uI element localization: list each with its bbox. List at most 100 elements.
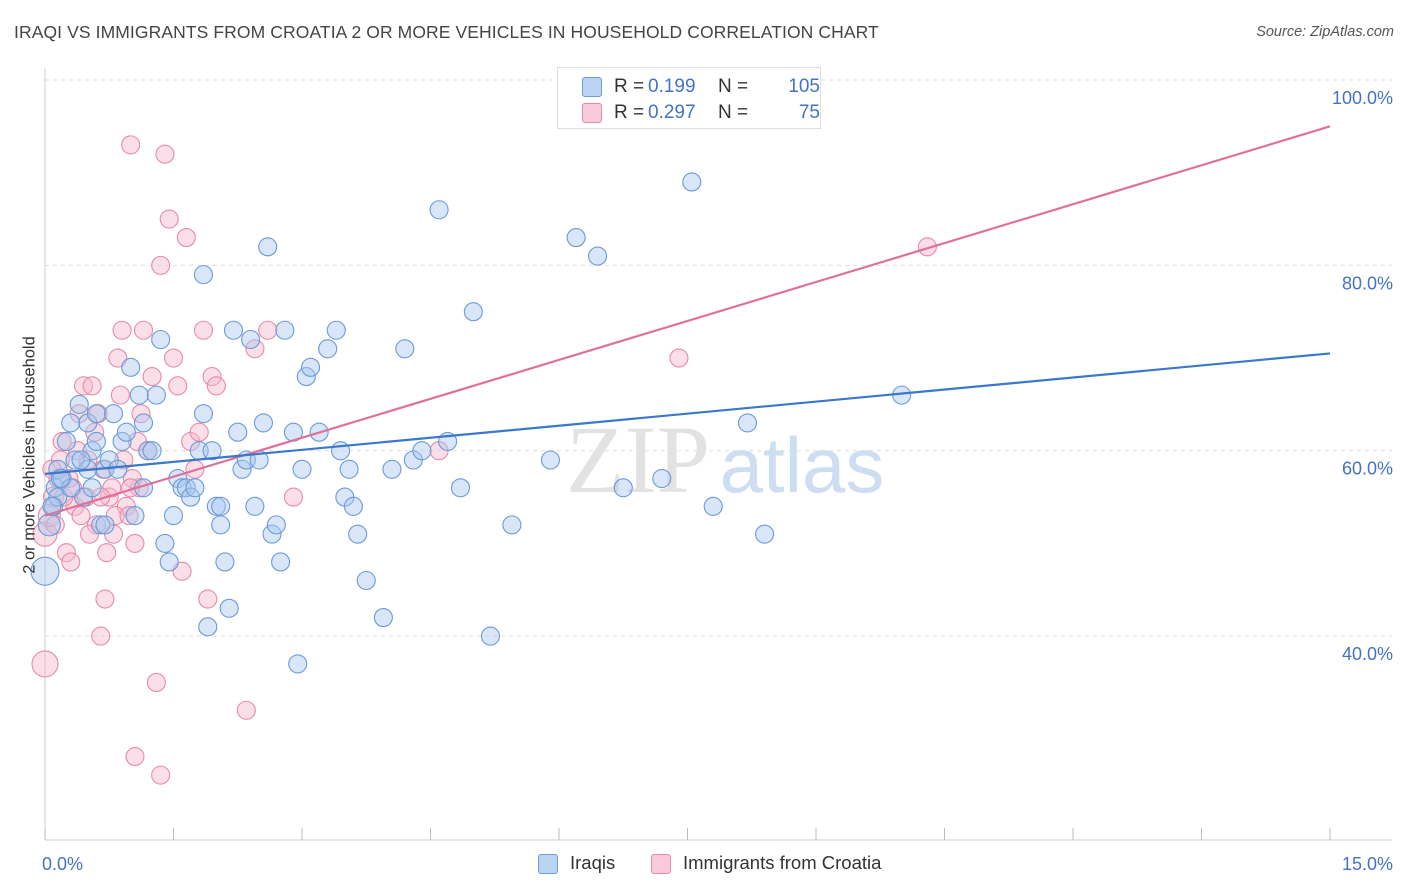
point-iraqis	[108, 459, 128, 479]
point-croatia	[82, 376, 102, 396]
point-croatia	[155, 144, 175, 164]
point-iraqis	[587, 246, 608, 266]
point-croatia	[669, 348, 689, 368]
point-croatia	[142, 367, 162, 387]
point-iraqis	[540, 450, 560, 470]
point-croatia	[258, 320, 278, 340]
point-iraqis	[133, 413, 154, 433]
point-iraqis	[185, 478, 205, 498]
point-croatia	[95, 589, 115, 609]
point-croatia	[61, 552, 81, 572]
point-croatia	[283, 487, 303, 507]
tick-labels: 40.0% 60.0% 80.0% 100.0% 0.0% 15.0%	[42, 88, 1393, 874]
y-tick-label: 40.0%	[1342, 644, 1393, 664]
point-croatia	[198, 589, 218, 609]
point-croatia	[125, 533, 145, 553]
point-iraqis	[339, 459, 359, 479]
legend-label: Iraqis	[570, 852, 616, 873]
point-iraqis	[228, 422, 248, 442]
point-iraqis	[450, 478, 471, 498]
point-croatia	[168, 376, 188, 396]
correlation-legend: R = 0.199 N = 105 R = 0.297 N = 75	[557, 67, 821, 129]
point-iraqis	[215, 552, 235, 572]
point-croatia	[193, 320, 214, 340]
series-legend: Iraqis Immigrants from Croatia	[0, 852, 1406, 876]
point-iraqis	[330, 441, 351, 461]
point-croatia	[206, 376, 226, 396]
legend-swatch-pink	[651, 854, 671, 874]
point-iraqis	[193, 265, 214, 285]
trend-lines	[44, 125, 1331, 517]
legend-n-label: N =	[718, 102, 749, 123]
point-iraqis	[275, 320, 295, 340]
point-iraqis	[206, 496, 226, 516]
point-iraqis	[412, 441, 432, 461]
point-croatia	[56, 543, 76, 563]
legend-n-value: 105	[788, 76, 820, 97]
point-iraqis	[91, 515, 111, 535]
point-iraqis	[103, 404, 124, 424]
point-iraqis	[682, 172, 702, 192]
point-croatia	[52, 431, 72, 452]
point-iraqis	[146, 385, 166, 405]
point-iraqis	[95, 515, 115, 535]
point-iraqis	[288, 654, 308, 674]
point-iraqis	[703, 496, 723, 516]
point-iraqis	[502, 515, 522, 535]
point-iraqis	[211, 515, 231, 535]
point-iraqis	[112, 431, 132, 452]
x-tick-label-min: 0.0%	[42, 854, 83, 874]
point-iraqis	[155, 533, 175, 553]
point-iraqis	[395, 339, 415, 359]
point-iraqis	[262, 524, 282, 544]
point-croatia	[114, 450, 134, 470]
point-iraqis	[652, 468, 672, 489]
point-iraqis	[382, 459, 402, 479]
point-iraqis	[296, 367, 316, 387]
point-iraqis	[30, 556, 60, 586]
point-iraqis	[86, 431, 106, 452]
point-iraqis	[181, 487, 201, 507]
point-iraqis	[737, 413, 758, 433]
point-croatia	[189, 422, 209, 442]
point-iraqis	[202, 441, 222, 461]
point-iraqis	[219, 598, 239, 618]
point-iraqis	[42, 496, 62, 516]
y-axis-label: 2 or more Vehicles in Household	[20, 336, 39, 574]
series-iraqis	[30, 172, 912, 674]
point-iraqis	[266, 515, 286, 535]
y-tick-label: 80.0%	[1342, 273, 1393, 293]
point-iraqis	[159, 552, 179, 572]
point-croatia	[108, 348, 128, 368]
legend-r-value: 0.297	[648, 102, 696, 123]
point-croatia	[163, 348, 184, 368]
point-croatia	[110, 385, 130, 405]
point-iraqis	[71, 450, 91, 470]
point-croatia	[176, 228, 196, 248]
point-croatia	[71, 506, 91, 526]
point-iraqis	[211, 496, 231, 516]
y-tick-label: 60.0%	[1342, 459, 1393, 479]
point-iraqis	[198, 617, 218, 637]
point-iraqis	[326, 320, 346, 340]
point-iraqis	[348, 524, 368, 544]
axes	[44, 68, 1392, 841]
point-croatia	[917, 237, 937, 257]
legend-label: Immigrants from Croatia	[683, 852, 882, 873]
point-croatia	[172, 561, 192, 581]
point-iraqis	[271, 552, 291, 572]
point-iraqis	[480, 626, 501, 646]
point-iraqis	[755, 524, 775, 544]
point-iraqis	[50, 468, 70, 489]
point-iraqis	[258, 237, 278, 257]
point-croatia	[112, 320, 132, 340]
point-croatia	[119, 506, 139, 526]
point-iraqis	[373, 608, 393, 628]
point-iraqis	[129, 385, 149, 405]
point-iraqis	[142, 441, 162, 461]
point-iraqis	[253, 413, 274, 433]
point-iraqis	[613, 478, 633, 498]
point-iraqis	[566, 228, 586, 248]
trend-line-croatia	[44, 125, 1331, 517]
